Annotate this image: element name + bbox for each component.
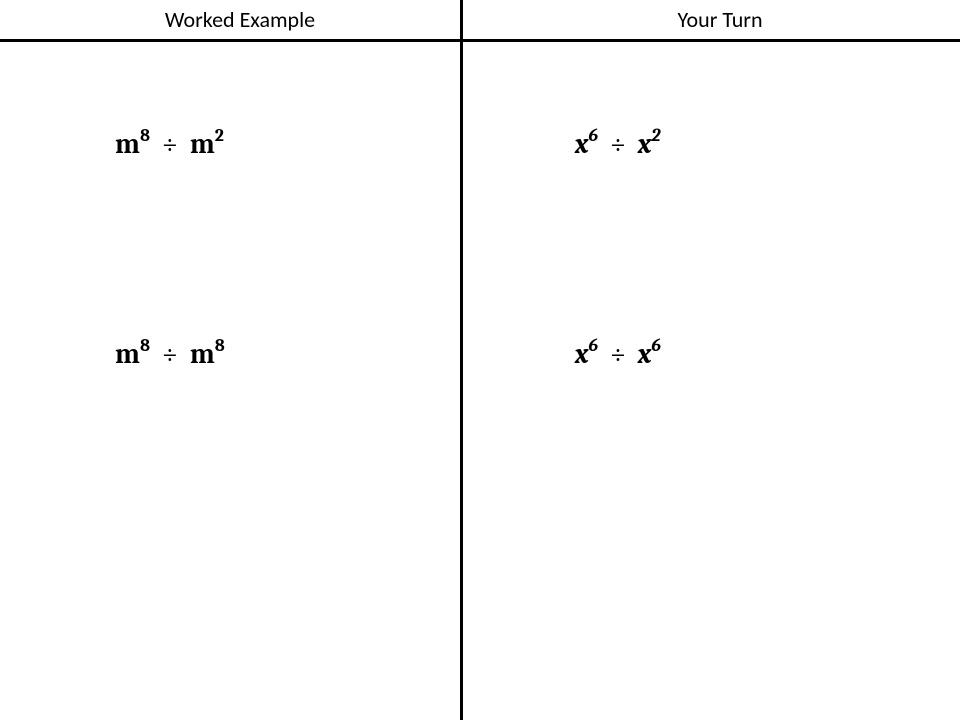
exponent: 6: [651, 335, 661, 356]
divide-operator: ÷: [156, 338, 184, 370]
base-variable: m: [190, 128, 215, 160]
exponent: 8: [140, 335, 150, 356]
base-variable: x: [575, 338, 589, 370]
worked-example-expression-2: m8 ÷ m8: [115, 337, 225, 370]
divide-operator: ÷: [604, 338, 632, 370]
exponent: 8: [140, 125, 150, 146]
exponent: 2: [215, 125, 224, 146]
base-variable: x: [638, 128, 652, 160]
base-variable: x: [638, 338, 652, 370]
exponent: 6: [589, 335, 599, 356]
exponent: 8: [215, 335, 225, 356]
exponent: 6: [589, 125, 599, 146]
exponent: 2: [651, 125, 660, 146]
header-worked-example: Worked Example: [0, 0, 480, 39]
your-turn-expression-2: x6 ÷ x6: [575, 337, 661, 370]
content-area: m8 ÷ m2 m8 ÷ m8 x6 ÷ x2 x6 ÷ x6: [0, 42, 960, 717]
base-variable: m: [115, 128, 140, 160]
header-your-turn: Your Turn: [480, 0, 960, 39]
base-variable: m: [115, 338, 140, 370]
worked-example-expression-1: m8 ÷ m2: [115, 127, 224, 160]
base-variable: m: [190, 338, 215, 370]
header-row: Worked Example Your Turn: [0, 0, 960, 42]
your-turn-expression-1: x6 ÷ x2: [575, 127, 661, 160]
divide-operator: ÷: [156, 128, 184, 160]
base-variable: x: [575, 128, 589, 160]
divide-operator: ÷: [604, 128, 632, 160]
